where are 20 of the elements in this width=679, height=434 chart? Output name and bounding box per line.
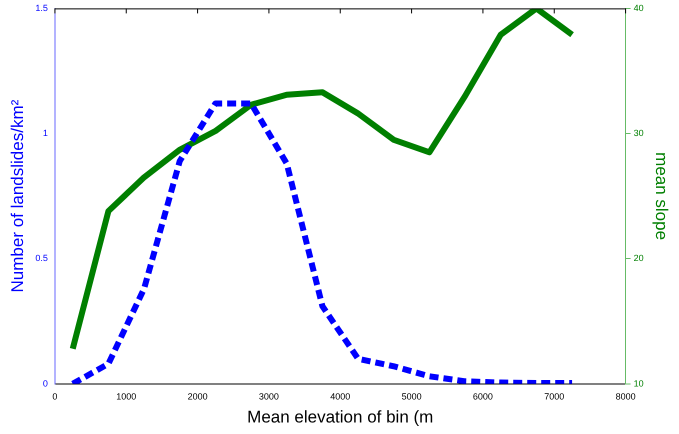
y2-tick-label: 30	[634, 128, 644, 138]
y2-tick-label: 10	[634, 378, 644, 388]
y-tick-label: 0	[42, 378, 48, 388]
y-tick-label: 0.5	[35, 253, 48, 264]
x-tick-label: 7000	[544, 392, 564, 402]
y2-tick-label: 40	[634, 2, 644, 13]
y2-axis-title: mean slope	[652, 152, 672, 240]
y2-tick-label: 20	[634, 253, 644, 264]
x-tick-label: 1000	[116, 392, 136, 402]
x-tick-label: 5000	[402, 392, 422, 402]
x-tick-label: 3000	[258, 392, 279, 402]
y-tick-label: 1.5	[35, 2, 48, 13]
x-tick-label: 2000	[188, 392, 208, 402]
x-tick-label: 8000	[616, 392, 636, 402]
y-axis-title: Number of landslides/km²	[8, 99, 27, 292]
x-axis-title: Mean elevation of bin (m	[247, 407, 434, 426]
y-tick-label: 1	[42, 128, 48, 138]
x-tick-label: 4000	[330, 392, 350, 402]
x-tick-label: 0	[52, 392, 58, 402]
x-tick-label: 6000	[472, 392, 493, 402]
